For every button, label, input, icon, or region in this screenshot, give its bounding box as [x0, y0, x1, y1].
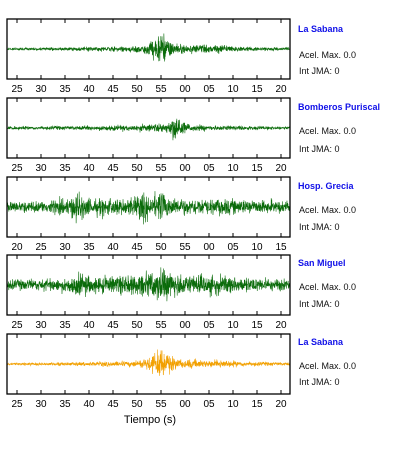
accel-max-4: Acel. Max. 0.0	[299, 282, 357, 292]
x-tick-label-4: 45	[107, 320, 119, 331]
x-tick-label-3: 15	[275, 242, 287, 253]
x-tick-label-3: 00	[203, 242, 215, 253]
x-tick-label-3: 55	[179, 242, 191, 253]
x-tick-label-2: 45	[107, 163, 119, 174]
x-tick-label-4: 40	[83, 320, 95, 331]
x-tick-label-5: 45	[107, 399, 119, 410]
x-tick-label-5: 25	[11, 399, 23, 410]
waveform-trace-2	[6, 118, 291, 141]
station-name-4: San Miguel	[298, 258, 346, 268]
x-tick-label-4: 25	[11, 320, 23, 331]
x-tick-label-4: 00	[179, 320, 191, 331]
x-tick-label-4: 15	[251, 320, 263, 331]
int-jma-3: Int JMA: 0	[299, 222, 340, 232]
x-tick-label-5: 05	[203, 399, 215, 410]
x-tick-label-3: 10	[251, 242, 263, 253]
x-tick-label-2: 05	[203, 163, 215, 174]
x-tick-label-5: 10	[227, 399, 239, 410]
x-tick-label-2: 20	[275, 163, 287, 174]
x-tick-label-1: 05	[203, 84, 215, 95]
x-tick-label-3: 25	[35, 242, 47, 253]
station-name-2: Bomberos Puriscal	[298, 102, 381, 112]
x-tick-label-5: 55	[155, 399, 167, 410]
waveform-trace-3	[6, 191, 291, 225]
x-tick-label-1: 00	[179, 84, 191, 95]
x-tick-label-1: 45	[107, 84, 119, 95]
station-name-5: La Sabana	[298, 337, 344, 347]
x-tick-label-1: 50	[131, 84, 143, 95]
x-tick-label-2: 00	[179, 163, 191, 174]
x-tick-label-2: 55	[155, 163, 167, 174]
x-tick-label-4: 05	[203, 320, 215, 331]
x-tick-label-5: 50	[131, 399, 143, 410]
x-tick-label-4: 10	[227, 320, 239, 331]
x-tick-label-2: 15	[251, 163, 263, 174]
x-tick-label-5: 40	[83, 399, 95, 410]
x-tick-label-4: 35	[59, 320, 71, 331]
x-tick-label-2: 50	[131, 163, 143, 174]
int-jma-1: Int JMA: 0	[299, 66, 340, 76]
x-tick-label-1: 40	[83, 84, 95, 95]
panel-frame-3	[6, 176, 291, 238]
panel-frame-1	[6, 18, 291, 80]
panel-frame-4	[6, 254, 291, 316]
x-tick-label-2: 40	[83, 163, 95, 174]
x-tick-label-4: 55	[155, 320, 167, 331]
waveform-trace-4	[6, 267, 291, 302]
x-tick-label-1: 30	[35, 84, 47, 95]
int-jma-4: Int JMA: 0	[299, 299, 340, 309]
x-axis-title: Tiempo (s)	[123, 414, 177, 426]
int-jma-2: Int JMA: 0	[299, 144, 340, 154]
x-tick-label-2: 30	[35, 163, 47, 174]
accel-max-1: Acel. Max. 0.0	[299, 50, 357, 60]
x-tick-label-4: 30	[35, 320, 47, 331]
int-jma-5: Int JMA: 0	[299, 377, 340, 387]
x-tick-label-3: 20	[11, 242, 23, 253]
x-tick-label-1: 10	[227, 84, 239, 95]
x-tick-label-1: 15	[251, 84, 263, 95]
station-name-3: Hosp. Grecia	[298, 181, 354, 191]
x-tick-label-2: 10	[227, 163, 239, 174]
x-tick-label-5: 00	[179, 399, 191, 410]
x-tick-label-5: 35	[59, 399, 71, 410]
x-tick-label-5: 30	[35, 399, 47, 410]
x-tick-label-3: 30	[59, 242, 71, 253]
accel-max-5: Acel. Max. 0.0	[299, 361, 357, 371]
x-tick-label-3: 35	[83, 242, 95, 253]
station-name-1: La Sabana	[298, 24, 344, 34]
x-tick-label-3: 45	[131, 242, 143, 253]
waveform-trace-5	[6, 349, 291, 376]
accel-max-2: Acel. Max. 0.0	[299, 126, 357, 136]
x-tick-label-4: 20	[275, 320, 287, 331]
x-tick-label-1: 35	[59, 84, 71, 95]
panel-frame-2	[6, 97, 291, 159]
x-tick-label-2: 25	[11, 163, 23, 174]
x-tick-label-3: 50	[155, 242, 167, 253]
x-tick-label-5: 20	[275, 399, 287, 410]
accel-max-3: Acel. Max. 0.0	[299, 205, 357, 215]
x-tick-label-4: 50	[131, 320, 143, 331]
x-tick-label-1: 20	[275, 84, 287, 95]
x-tick-label-3: 40	[107, 242, 119, 253]
panel-frame-5	[6, 333, 291, 395]
waveform-trace-1	[6, 33, 291, 62]
x-tick-label-3: 05	[227, 242, 239, 253]
x-tick-label-1: 55	[155, 84, 167, 95]
x-tick-label-1: 25	[11, 84, 23, 95]
x-tick-label-2: 35	[59, 163, 71, 174]
x-tick-label-5: 15	[251, 399, 263, 410]
